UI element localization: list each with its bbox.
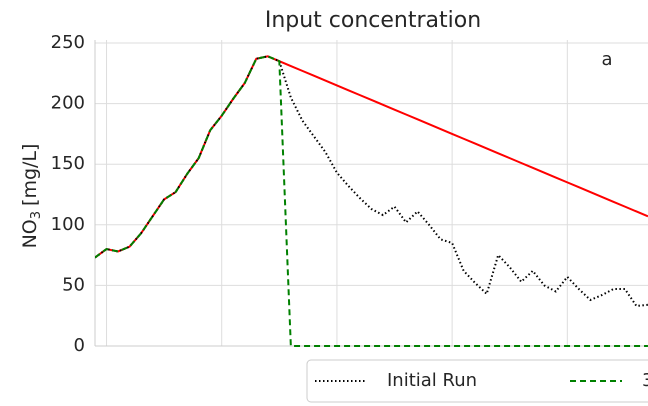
legend-label: 3a) <box>642 370 648 391</box>
y-tick-label: 200 <box>51 93 85 114</box>
y-label-sub: 3 <box>29 211 44 219</box>
plot-lines <box>95 55 648 347</box>
legend: Initial Run 3a) <box>315 370 648 391</box>
series-line <box>95 55 648 259</box>
legend-box <box>306 359 648 403</box>
y-axis-label: NO3 [mg/L] <box>19 144 44 249</box>
y-label-unit: [mg/L] <box>19 144 41 206</box>
y-tick-label: 0 <box>74 335 85 356</box>
chart-title: Input concentration <box>265 8 481 33</box>
legend-label: Initial Run <box>387 370 477 391</box>
grid <box>94 40 648 347</box>
series-line <box>95 55 648 347</box>
y-tick-label: 150 <box>51 153 85 174</box>
y-tick-label: 50 <box>62 274 85 295</box>
y-tick-label: 100 <box>51 214 85 235</box>
y-label-main: NO <box>19 219 41 248</box>
y-tick-label: 250 <box>51 32 85 53</box>
annotation: a <box>601 49 612 70</box>
